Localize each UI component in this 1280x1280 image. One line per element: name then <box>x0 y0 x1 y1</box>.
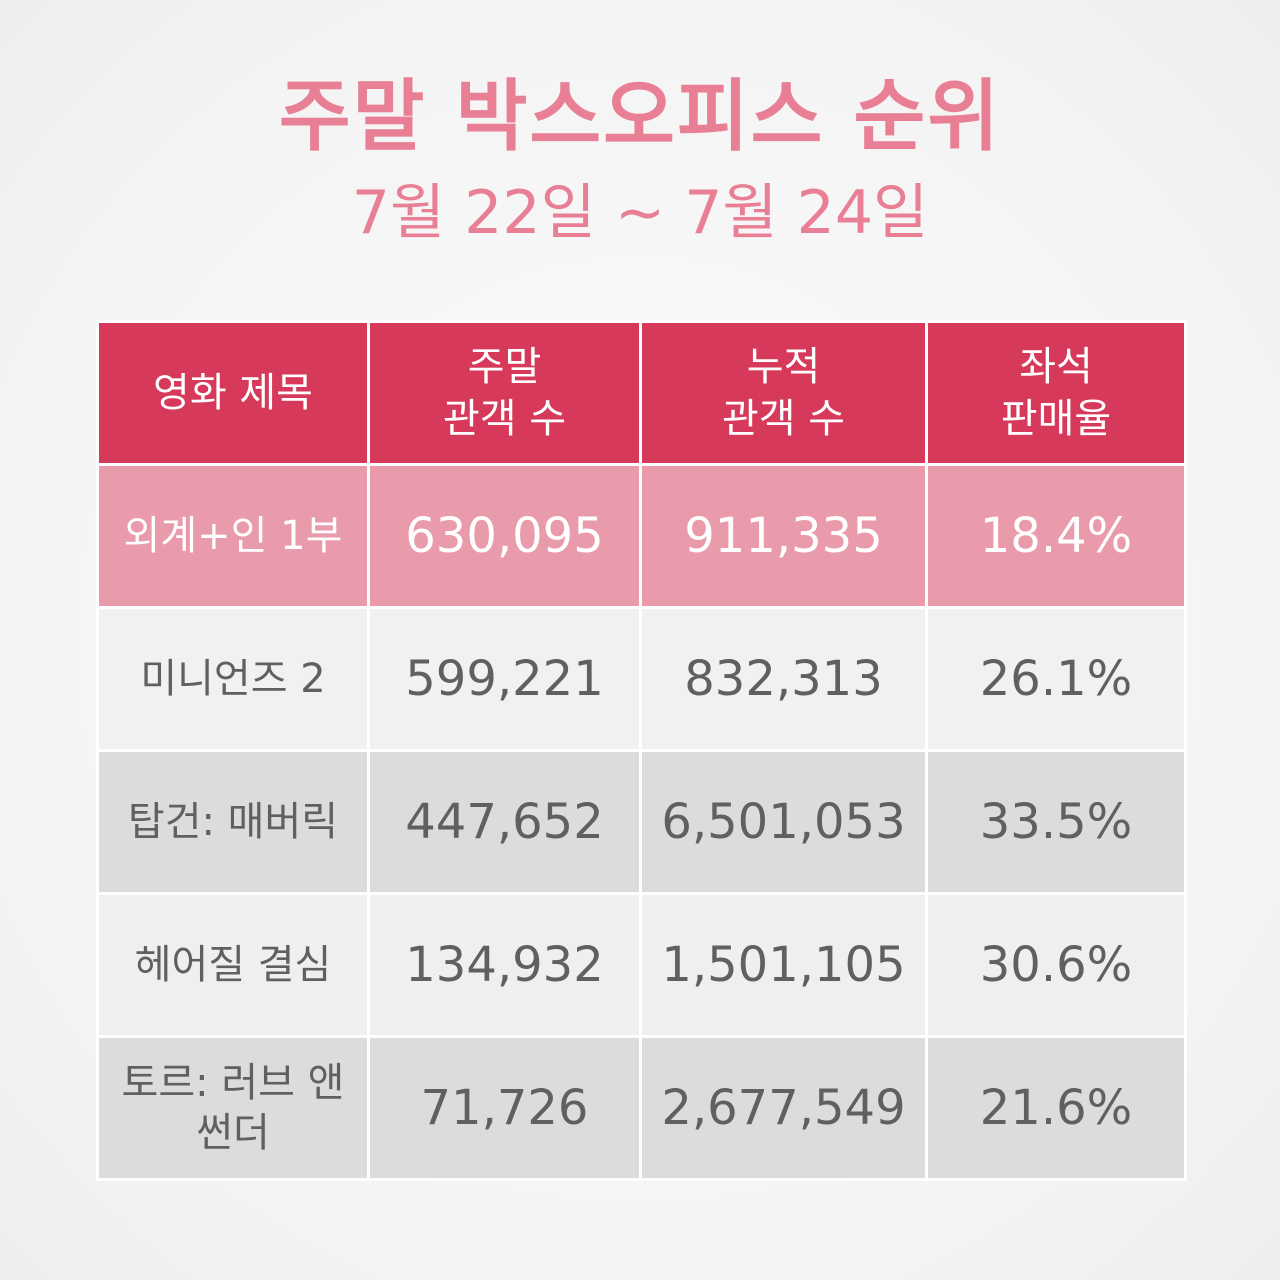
movie-title-text: 미니언즈 2 <box>140 656 326 702</box>
header-label: 좌석 <box>1019 344 1093 390</box>
header-label: 관객 수 <box>721 396 846 442</box>
table-row: 탑건: 매버릭 447,652 6,501,053 33.5% <box>96 749 1187 895</box>
header-seat-rate: 좌석 판매율 <box>925 320 1187 466</box>
header-label: 누적 <box>746 344 821 390</box>
movie-title: 토르: 러브 앤 썬더 <box>96 1035 370 1181</box>
seat-rate: 21.6% <box>925 1035 1187 1181</box>
date-range: 7월 22일 ~ 7월 24일 <box>351 178 929 248</box>
movie-title-text: 토르: 러브 앤 <box>121 1060 345 1106</box>
table-row: 토르: 러브 앤 썬더 71,726 2,677,549 21.6% <box>96 1035 1187 1181</box>
total-audience: 6,501,053 <box>639 749 928 895</box>
header-total-audience: 누적 관객 수 <box>639 320 928 466</box>
total-audience: 911,335 <box>639 463 928 609</box>
table-header-row: 영화 제목 주말 관객 수 누적 관객 수 좌석 판매율 <box>96 320 1187 466</box>
seat-rate: 33.5% <box>925 749 1187 895</box>
movie-title-text: 탑건: 매버릭 <box>127 799 339 845</box>
weekend-audience: 71,726 <box>367 1035 642 1181</box>
weekend-audience: 447,652 <box>367 749 642 895</box>
movie-title-text: 썬더 <box>196 1110 270 1156</box>
table-row: 외계+인 1부 630,095 911,335 18.4% <box>96 463 1187 609</box>
header-label: 영화 제목 <box>153 370 313 416</box>
seat-rate: 18.4% <box>925 463 1187 609</box>
total-audience: 832,313 <box>639 606 928 752</box>
seat-rate: 30.6% <box>925 892 1187 1038</box>
movie-title: 외계+인 1부 <box>96 463 370 609</box>
header-label: 판매율 <box>1000 396 1112 442</box>
header-label: 주말 <box>467 344 542 390</box>
header-label: 관객 수 <box>442 396 567 442</box>
table-row: 헤어질 결심 134,932 1,501,105 30.6% <box>96 892 1187 1038</box>
header-movie-title: 영화 제목 <box>96 320 370 466</box>
box-office-table: 영화 제목 주말 관객 수 누적 관객 수 좌석 판매율 외계+인 1부 630… <box>96 320 1187 1181</box>
movie-title-text: 헤어질 결심 <box>134 942 332 988</box>
movie-title-text: 외계+인 1부 <box>123 513 343 559</box>
table-row: 미니언즈 2 599,221 832,313 26.1% <box>96 606 1187 752</box>
page-title: 주말 박스오피스 순위 <box>278 72 1002 162</box>
weekend-audience: 134,932 <box>367 892 642 1038</box>
movie-title: 미니언즈 2 <box>96 606 370 752</box>
header-weekend-audience: 주말 관객 수 <box>367 320 642 466</box>
seat-rate: 26.1% <box>925 606 1187 752</box>
weekend-audience: 599,221 <box>367 606 642 752</box>
movie-title: 탑건: 매버릭 <box>96 749 370 895</box>
total-audience: 2,677,549 <box>639 1035 928 1181</box>
total-audience: 1,501,105 <box>639 892 928 1038</box>
weekend-audience: 630,095 <box>367 463 642 609</box>
movie-title: 헤어질 결심 <box>96 892 370 1038</box>
